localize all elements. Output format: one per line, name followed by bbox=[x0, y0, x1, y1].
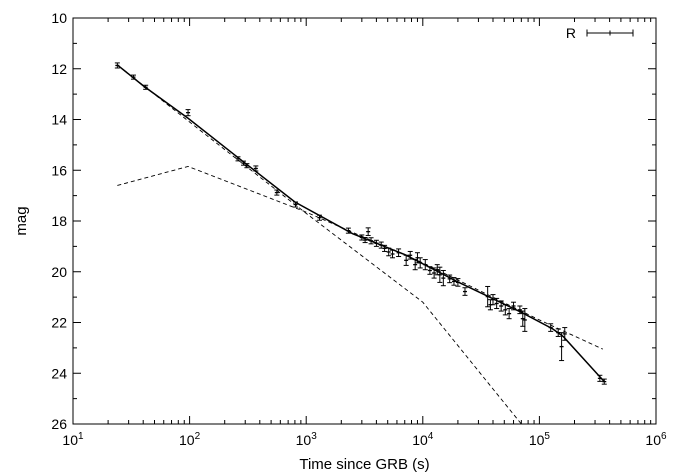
data-point bbox=[502, 304, 508, 316]
data-point bbox=[143, 84, 149, 90]
data-point bbox=[498, 300, 504, 312]
data-point bbox=[412, 259, 418, 271]
legend-sample-r bbox=[586, 29, 634, 37]
data-point bbox=[490, 294, 496, 306]
data-point bbox=[447, 274, 453, 284]
data-point bbox=[451, 277, 457, 286]
data-point bbox=[562, 327, 568, 341]
data-point bbox=[130, 74, 136, 80]
data-point bbox=[440, 269, 446, 287]
y-tick-label: 22 bbox=[51, 315, 67, 331]
data-points bbox=[114, 62, 607, 385]
data-point bbox=[396, 248, 402, 258]
data-point bbox=[511, 301, 517, 311]
data-point bbox=[485, 285, 491, 308]
solid-model-line bbox=[116, 64, 605, 383]
data-point bbox=[555, 328, 561, 337]
dashed-model-line-1 bbox=[117, 64, 522, 425]
data-point bbox=[368, 237, 374, 245]
data-point bbox=[241, 160, 247, 166]
plot-frame bbox=[72, 17, 657, 425]
y-tick-label: 18 bbox=[51, 213, 67, 229]
tick-labels: 101 102 103 104 105 106 10 12 14 16 18 20 22 24 26 bbox=[51, 10, 667, 448]
x-tick-label: 102 bbox=[179, 431, 201, 448]
data-point bbox=[506, 308, 512, 320]
data-point bbox=[293, 201, 299, 208]
axis-ticks bbox=[72, 17, 657, 425]
data-point bbox=[362, 236, 368, 244]
x-tick-label: 101 bbox=[62, 431, 84, 448]
data-point bbox=[434, 264, 440, 276]
model-lines bbox=[116, 64, 605, 425]
data-point bbox=[373, 239, 379, 247]
x-axis-title: Time since GRB (s) bbox=[299, 456, 429, 473]
data-point bbox=[417, 257, 423, 269]
data-point bbox=[386, 247, 392, 257]
x-tick-label: 106 bbox=[645, 431, 667, 448]
y-tick-label: 14 bbox=[51, 112, 67, 128]
data-point bbox=[548, 323, 554, 332]
data-point bbox=[517, 305, 523, 315]
data-point bbox=[244, 163, 250, 169]
data-point bbox=[601, 378, 607, 385]
data-point bbox=[559, 332, 565, 362]
data-point bbox=[597, 374, 603, 382]
y-tick-label: 26 bbox=[51, 416, 67, 432]
y-tick-label: 10 bbox=[51, 10, 67, 26]
data-point bbox=[403, 254, 409, 266]
y-tick-label: 24 bbox=[51, 365, 67, 381]
x-tick-label: 105 bbox=[529, 431, 551, 448]
data-point bbox=[494, 297, 500, 310]
dashed-model-line-2 bbox=[117, 165, 604, 350]
y-axis-title: mag bbox=[13, 206, 30, 235]
data-point bbox=[390, 249, 396, 259]
data-point bbox=[345, 227, 351, 234]
data-point bbox=[427, 266, 433, 275]
y-tick-label: 20 bbox=[51, 264, 67, 280]
x-tick-label: 104 bbox=[412, 431, 434, 448]
y-tick-label: 16 bbox=[51, 162, 67, 178]
data-point bbox=[274, 189, 280, 196]
data-point bbox=[455, 278, 461, 287]
data-point bbox=[365, 227, 371, 236]
data-point bbox=[462, 287, 468, 296]
data-point bbox=[431, 267, 437, 279]
data-point bbox=[407, 250, 413, 260]
data-point bbox=[316, 214, 322, 221]
data-point bbox=[253, 165, 259, 172]
data-point bbox=[422, 259, 428, 271]
x-tick-label: 103 bbox=[296, 431, 318, 448]
data-point bbox=[522, 308, 528, 332]
data-point bbox=[437, 266, 443, 283]
data-point bbox=[114, 62, 120, 69]
legend: R bbox=[566, 25, 634, 41]
data-point bbox=[382, 244, 388, 252]
y-tick-label: 12 bbox=[51, 61, 67, 77]
data-point bbox=[185, 109, 191, 117]
data-point bbox=[235, 156, 241, 162]
legend-label-r: R bbox=[566, 25, 576, 41]
